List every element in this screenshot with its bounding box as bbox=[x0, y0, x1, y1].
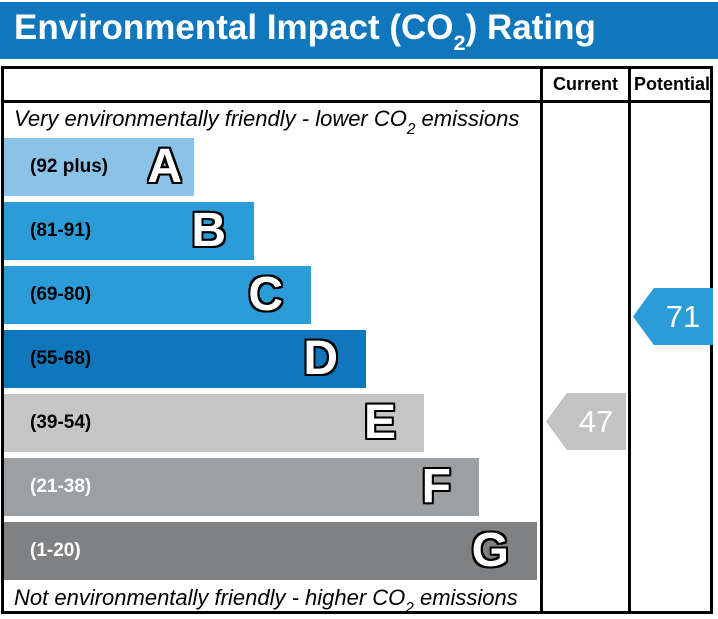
header-row-divider bbox=[1, 100, 713, 103]
current-rating-value: 47 bbox=[578, 403, 614, 439]
potential-column-header: Potential bbox=[633, 74, 710, 94]
band-a-range: (92 plus) bbox=[30, 156, 109, 177]
band-e-letter: E bbox=[363, 396, 396, 449]
band-b-letter: B bbox=[191, 204, 226, 257]
band-e: (39-54) E bbox=[4, 394, 424, 452]
band-d-letter: D bbox=[303, 332, 338, 385]
current-column-header: Current bbox=[552, 74, 618, 94]
band-d-range: (55-68) bbox=[30, 348, 92, 369]
potential-rating-value: 71 bbox=[665, 298, 701, 334]
page-title: Environmental Impact (CO2) Rating bbox=[14, 8, 596, 55]
band-c-range: (69-80) bbox=[30, 284, 92, 305]
band-d: (55-68) D bbox=[4, 330, 366, 388]
band-b: (81-91) B bbox=[4, 202, 254, 260]
band-a: (92 plus) A bbox=[4, 138, 194, 196]
potential-column-divider bbox=[628, 66, 631, 614]
band-a-letter: A bbox=[147, 140, 182, 193]
band-f: (21-38) F bbox=[4, 458, 479, 516]
band-g: (1-20) G bbox=[4, 522, 537, 580]
band-g-letter: G bbox=[471, 524, 509, 577]
band-f-range: (21-38) bbox=[30, 476, 92, 497]
band-f-letter: F bbox=[421, 460, 451, 513]
band-c: (69-80) C bbox=[4, 266, 311, 324]
band-e-range: (39-54) bbox=[30, 412, 92, 433]
bottom-note: Not environmentally friendly - higher CO… bbox=[14, 585, 518, 617]
band-b-range: (81-91) bbox=[30, 220, 92, 241]
band-c-letter: C bbox=[248, 268, 283, 321]
band-g-range: (1-20) bbox=[30, 540, 81, 561]
top-note: Very environmentally friendly - lower CO… bbox=[14, 106, 520, 138]
chart-title-bar: Environmental Impact (CO2) Rating bbox=[0, 2, 718, 59]
current-column-divider bbox=[540, 66, 543, 614]
